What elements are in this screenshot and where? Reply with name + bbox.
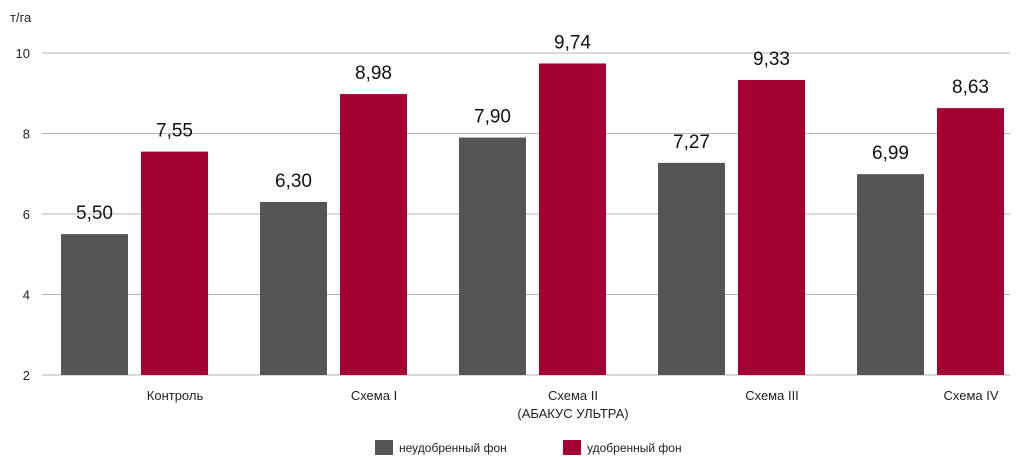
y-axis-unit-label: т/га xyxy=(10,10,32,25)
legend-swatch-1 xyxy=(375,440,393,455)
y-tick-label-4: 4 xyxy=(23,288,30,303)
category-label-4: Схема III xyxy=(745,388,799,403)
category-label-3: Схема II xyxy=(548,388,598,403)
y-tick-label-2: 2 xyxy=(23,368,30,383)
value-label-series1-cat4: 7,27 xyxy=(673,132,710,153)
category-label-1: Контроль xyxy=(147,388,204,403)
bar-series1-cat3 xyxy=(459,137,526,375)
bars xyxy=(61,63,1004,376)
bar-series2-cat1 xyxy=(141,151,208,375)
value-label-series1-cat2: 6,30 xyxy=(275,171,312,192)
y-axis-ticks: 2 4 6 8 10 xyxy=(16,46,30,383)
y-tick-label-10: 10 xyxy=(16,46,30,61)
value-label-series1-cat3: 7,90 xyxy=(474,107,511,128)
category-label-5: Схема IV xyxy=(943,388,998,403)
bar-series2-cat2 xyxy=(340,94,407,376)
bar-series2-cat5 xyxy=(937,108,1004,375)
y-tick-label-8: 8 xyxy=(23,127,30,142)
category-label-3-line2: (АБАКУС УЛЬТРА) xyxy=(517,406,628,421)
category-label-2: Схема I xyxy=(351,388,397,403)
value-label-series2-cat2: 8,98 xyxy=(355,63,392,84)
value-label-series2-cat4: 9,33 xyxy=(753,49,790,70)
legend-label-1: неудобренный фон xyxy=(399,441,507,455)
value-label-series1-cat5: 6,99 xyxy=(872,143,909,164)
category-labels: Контроль Схема I Схема II (АБАКУС УЛЬТРА) Сх… xyxy=(147,388,999,421)
value-label-series1-cat1: 5,50 xyxy=(76,203,113,224)
legend: неудобренный фон удобренный фон xyxy=(375,440,682,455)
legend-label-2: удобренный фон xyxy=(587,441,682,455)
bar-series1-cat4 xyxy=(658,162,725,375)
value-labels: 5,50 6,30 7,90 7,27 6,99 7,55 8,98 9,74 9,33 8,63 xyxy=(76,32,989,224)
value-label-series2-cat1: 7,55 xyxy=(156,121,193,142)
bar-series1-cat2 xyxy=(260,201,327,375)
bar-series1-cat5 xyxy=(857,174,924,375)
legend-swatch-2 xyxy=(563,440,581,455)
y-tick-label-6: 6 xyxy=(23,207,30,222)
bar-series2-cat4 xyxy=(738,79,805,375)
bar-series2-cat3 xyxy=(539,63,606,376)
bar-series1-cat1 xyxy=(61,234,128,375)
value-label-series2-cat5: 8,63 xyxy=(952,77,989,98)
value-label-series2-cat3: 9,74 xyxy=(554,32,591,53)
